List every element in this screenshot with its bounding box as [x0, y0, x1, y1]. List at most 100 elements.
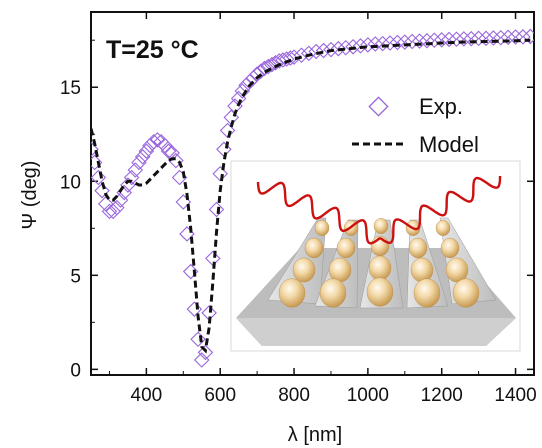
inset-nanoparticles [278, 218, 480, 308]
exp-data-point [470, 30, 487, 47]
exp-data-point [97, 196, 114, 212]
nanoparticle [319, 278, 347, 308]
nanoparticle [366, 277, 394, 307]
legend-label-exp: Exp. [419, 94, 463, 119]
exp-data-point [131, 154, 147, 171]
exp-data-point [308, 43, 324, 60]
exp-data-point [419, 32, 435, 49]
inset-illustration [230, 160, 521, 352]
exp-data-point [145, 133, 162, 150]
exp-data-point [190, 331, 206, 348]
exp-data-point [492, 29, 509, 46]
x-axis-label: λ [nm] [288, 424, 342, 446]
exp-data-point [157, 137, 173, 154]
nanoparticle [328, 257, 352, 283]
exp-data-point [374, 35, 391, 52]
exp-data-point [286, 49, 302, 65]
exp-data-point [109, 199, 125, 216]
legend-marker-exp [368, 96, 389, 117]
exp-data-point [323, 41, 339, 58]
inset-reflected-wave [379, 176, 502, 244]
x-axis-ticks: 400 600 800 1000 1200 1400 [108, 12, 537, 406]
exp-data-point [456, 31, 472, 47]
exp-data-point [123, 169, 140, 186]
exp-data-point [219, 122, 236, 139]
nanoparticle [435, 220, 451, 236]
nanoparticle [314, 220, 330, 236]
exp-data-point [94, 182, 110, 199]
legend-label-model: Model [419, 132, 479, 157]
exp-data-point [352, 38, 369, 54]
exp-data-point [485, 30, 502, 46]
plot-area-frame [90, 11, 535, 376]
exp-data-point [397, 34, 413, 50]
exp-data-point [367, 36, 384, 52]
exp-data-point [197, 344, 214, 361]
exp-data-point [500, 29, 516, 46]
y-tick-label: 10 [60, 172, 81, 193]
exp-data-point [264, 56, 280, 73]
exp-data-point [360, 37, 376, 53]
x-tick-label: 1200 [421, 385, 463, 406]
nanoparticle [452, 278, 480, 308]
nanoparticle [368, 255, 392, 281]
exp-data-point [448, 31, 465, 48]
exp-data-point [134, 149, 151, 165]
exp-data-point [507, 29, 524, 45]
exp-data-point [142, 137, 158, 154]
exp-data-point [91, 141, 99, 158]
nanoparticle [373, 218, 389, 234]
exp-data-point [105, 203, 121, 220]
exp-data-point [522, 28, 534, 45]
nanoparticle [292, 257, 316, 283]
legend: Exp. Model [352, 94, 479, 157]
nanoparticle [336, 237, 356, 259]
nanoparticle [410, 257, 434, 283]
exp-data-point [293, 47, 310, 64]
y-tick-label: 5 [70, 266, 81, 287]
exp-data-point [411, 33, 428, 49]
exp-data-point [234, 83, 251, 99]
nanoparticle [304, 237, 324, 259]
temperature-annotation: T=25 °C [106, 36, 199, 64]
x-tick-label: 1400 [494, 385, 536, 406]
nanoparticle [408, 237, 428, 259]
exp-data-point [160, 143, 177, 159]
exp-data-point [389, 34, 406, 51]
exp-data-point [441, 31, 457, 48]
exp-data-point [330, 40, 347, 57]
exp-data-point [337, 39, 354, 56]
exp-data-point [91, 154, 103, 171]
exp-data-point [241, 73, 258, 90]
exp-data-point [404, 33, 420, 50]
exp-data-point [149, 132, 166, 148]
exp-data-point [127, 162, 144, 178]
x-tick-label: 400 [131, 385, 163, 406]
exp-data-point [208, 201, 225, 218]
exp-data-point [253, 63, 269, 80]
exp-data-point [193, 352, 210, 368]
x-tick-label: 800 [278, 385, 310, 406]
exp-data-point [278, 51, 295, 67]
exp-data-point [91, 169, 107, 186]
exp-data-point [182, 263, 199, 280]
y-tick-label: 0 [70, 360, 81, 381]
exp-data-point [212, 165, 228, 182]
nanoparticle [440, 237, 460, 259]
series-exp-markers [91, 28, 534, 368]
exp-data-point [315, 42, 332, 59]
exp-data-point [433, 32, 450, 48]
inset-incident-wave [256, 181, 381, 245]
y-tick-label: 15 [60, 78, 81, 99]
exp-data-point [101, 203, 118, 220]
exp-data-point [120, 177, 136, 193]
y-axis-ticks: 0 5 10 15 [60, 39, 534, 381]
nanoparticle [445, 257, 469, 283]
exp-data-point [260, 58, 276, 75]
exp-data-point [345, 39, 361, 55]
exp-data-point [249, 66, 265, 82]
nanoparticle [413, 278, 441, 308]
series-model-line [91, 38, 531, 354]
exp-data-point [267, 55, 284, 71]
